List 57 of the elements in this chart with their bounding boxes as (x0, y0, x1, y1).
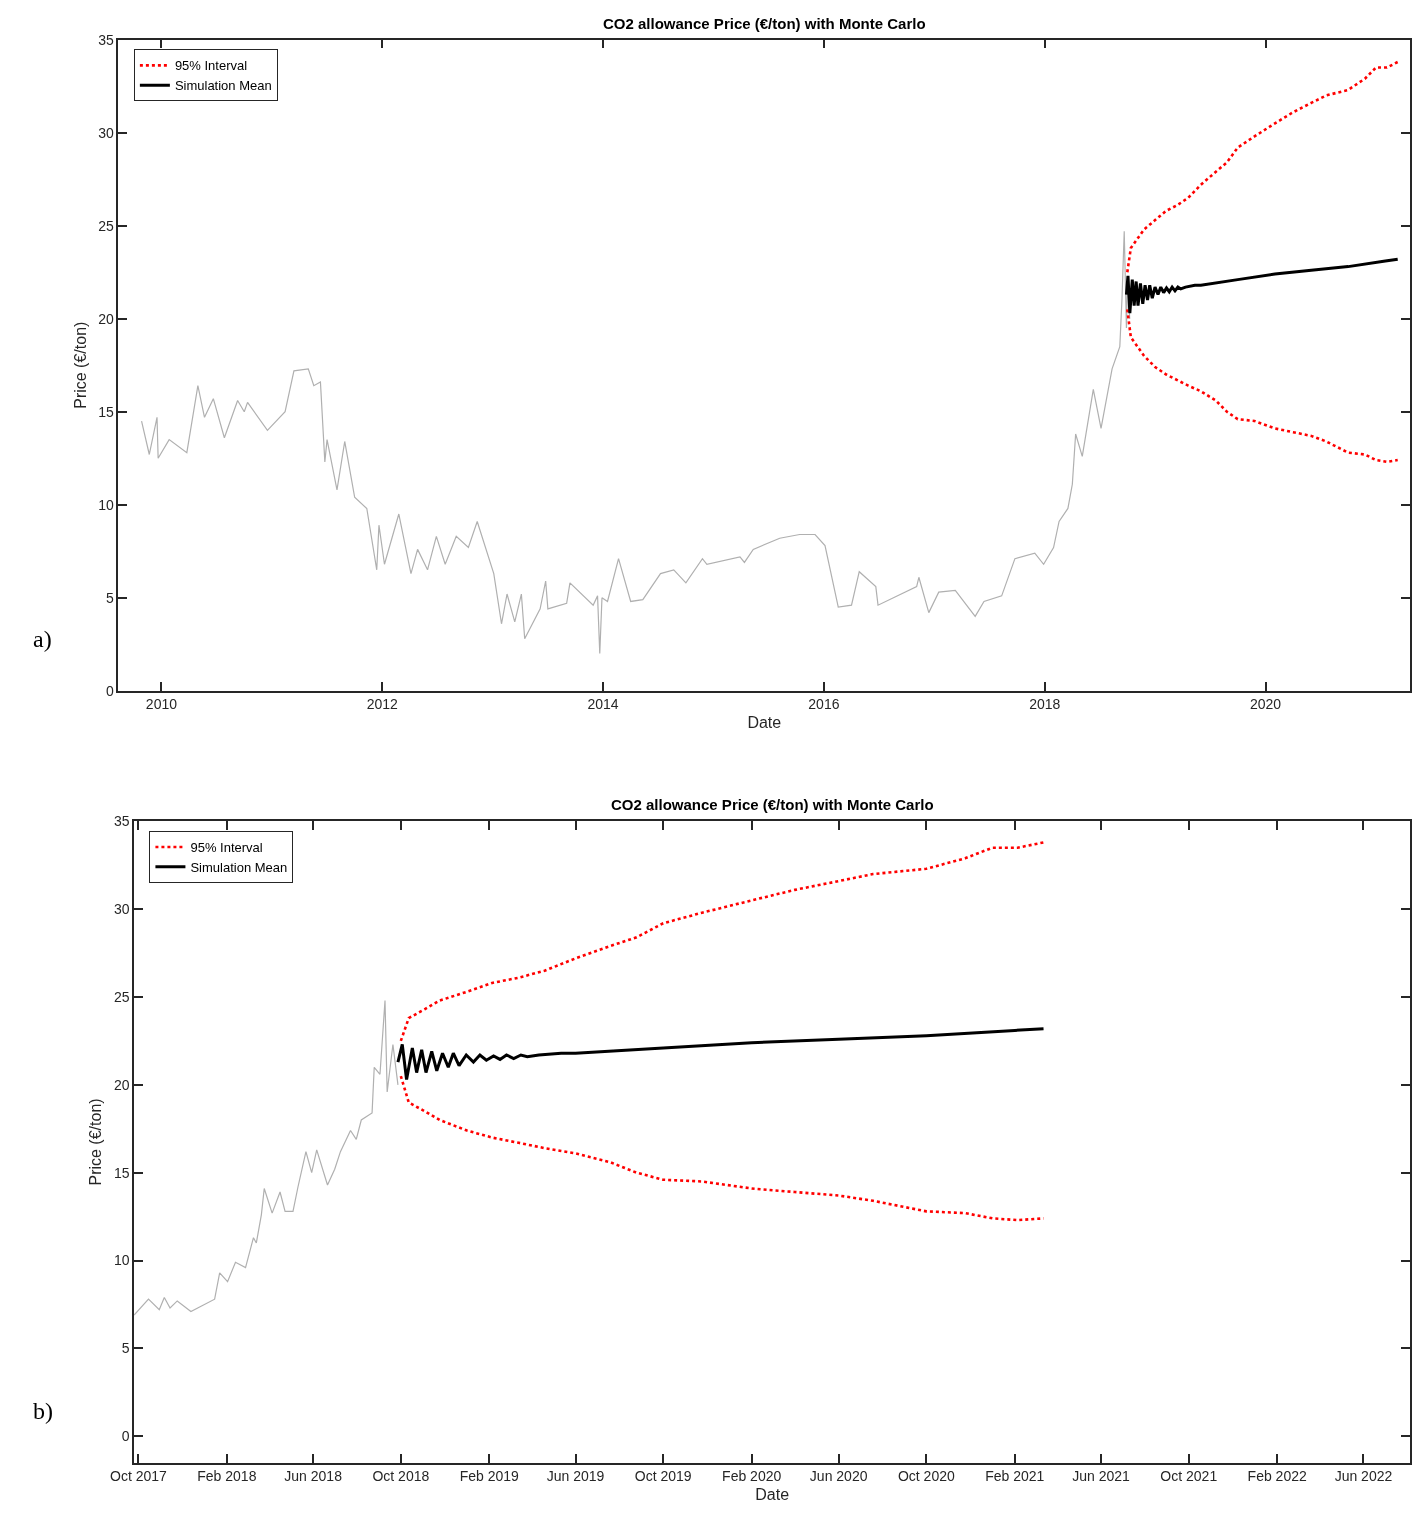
x-axis-title: Date (747, 714, 782, 732)
x-tick-label: Oct 2017 (110, 1468, 168, 1485)
text: a) (33, 626, 52, 652)
chart-title: CO2 allowance Price (€/ton) with Monte Carlo (603, 15, 926, 32)
x-tick-label: Oct 2019 (634, 1468, 692, 1485)
y-axis-title: Price (€/ton) (87, 1098, 105, 1186)
y-tick-label: 0 (121, 1428, 130, 1445)
line-series (134, 999, 399, 1316)
x-tick-label: Oct 2020 (897, 1468, 955, 1485)
x-tick-label: Feb 2020 (722, 1468, 782, 1485)
y-tick-label: 25 (98, 217, 115, 234)
line-series (399, 841, 1045, 1043)
chart-title: CO2 allowance Price (€/ton) with Monte Carlo (611, 796, 934, 813)
y-tick-label: 5 (121, 1340, 130, 1357)
x-tick-label: Feb 2019 (459, 1468, 520, 1485)
line-series (399, 1074, 1045, 1222)
x-tick-label: 2018 (1029, 696, 1061, 713)
y-tick-label: 10 (98, 496, 115, 513)
x-tick-label: 2010 (145, 696, 178, 713)
x-tick-label: Feb 2022 (1247, 1468, 1307, 1485)
x-axis-title: Date (755, 1486, 790, 1504)
x-tick-label: 2016 (808, 696, 840, 713)
y-axis-title: Price (€/ton) (71, 321, 89, 409)
x-tick-label: 2020 (1249, 696, 1282, 713)
x-tick-label: 2014 (587, 696, 619, 713)
y-tick-label: 5 (106, 589, 115, 606)
x-tick-label: Oct 2021 (1160, 1468, 1218, 1485)
x-tick-label: Feb 2018 (197, 1468, 257, 1485)
legend-label: Simulation Mean (190, 859, 288, 875)
y-tick-label: 30 (98, 124, 115, 141)
legend-label: 95% Interval (190, 840, 263, 855)
y-tick-label: 15 (113, 1164, 130, 1181)
x-tick-label: Jun 2022 (1334, 1468, 1393, 1485)
text: b) (33, 1398, 53, 1424)
x-tick-label: Feb 2021 (985, 1468, 1045, 1485)
y-tick-label: 20 (98, 310, 115, 327)
x-tick-label: Jun 2018 (284, 1468, 343, 1485)
line-series (1126, 308, 1400, 464)
y-tick-label: 35 (113, 813, 130, 830)
y-tick-label: 35 (98, 31, 115, 48)
y-tick-label: 30 (113, 901, 130, 918)
y-tick-label: 0 (106, 682, 115, 699)
legend-label: Simulation Mean (174, 78, 272, 94)
line-series (396, 1027, 1046, 1082)
x-tick-label: Jun 2019 (546, 1468, 605, 1485)
x-tick-label: Jun 2020 (809, 1468, 868, 1485)
y-tick-label: 10 (113, 1252, 130, 1269)
line-series (1124, 257, 1400, 315)
y-tick-label: 15 (98, 403, 115, 420)
line-series (1126, 60, 1400, 274)
line-series (140, 230, 1131, 655)
x-tick-label: Jun 2021 (1072, 1468, 1131, 1485)
x-tick-label: Oct 2018 (372, 1468, 430, 1485)
legend-label: 95% Interval (174, 58, 248, 74)
y-tick-label: 20 (113, 1076, 130, 1093)
y-tick-label: 25 (113, 988, 130, 1005)
x-tick-label: 2012 (366, 696, 399, 713)
